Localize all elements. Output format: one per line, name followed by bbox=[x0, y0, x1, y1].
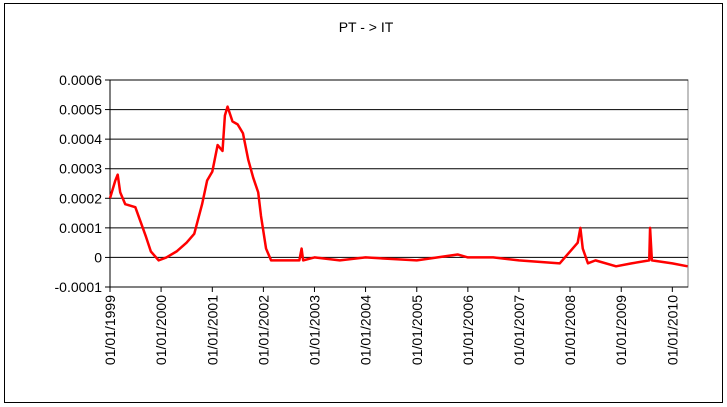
y-tick-label: 0 bbox=[94, 249, 102, 265]
plot-area bbox=[109, 79, 689, 288]
y-tick-label: 0.0004 bbox=[59, 131, 102, 147]
data-line bbox=[108, 105, 688, 268]
x-tick-label: 01/01/2000 bbox=[153, 295, 169, 365]
x-tick-label: 01/01/2003 bbox=[306, 295, 322, 365]
x-tick-label: 01/01/2002 bbox=[255, 295, 271, 365]
x-tick-label: 01/01/2005 bbox=[409, 295, 425, 365]
x-tick-label: 01/01/1999 bbox=[102, 295, 118, 365]
y-tick-label: 0.0005 bbox=[59, 102, 102, 118]
y-tick-label: 0.0002 bbox=[59, 190, 102, 206]
x-tick-label: 01/01/2006 bbox=[460, 295, 476, 365]
chart-title: PT - > IT bbox=[339, 19, 394, 35]
y-tick-label: -0.0001 bbox=[55, 279, 103, 295]
y-tick-label: 0.0003 bbox=[59, 161, 102, 177]
x-tick-label: 01/01/2010 bbox=[664, 295, 680, 365]
x-tick-label: 01/01/2008 bbox=[562, 295, 578, 365]
x-tick-label: 01/01/2009 bbox=[613, 295, 629, 365]
y-tick-label: 0.0006 bbox=[59, 72, 102, 88]
x-tick-label: 01/01/2004 bbox=[358, 295, 374, 365]
y-tick-label: 0.0001 bbox=[59, 220, 102, 236]
x-tick-label: 01/01/2007 bbox=[511, 295, 527, 365]
x-tick-label: 01/01/2001 bbox=[204, 295, 220, 365]
